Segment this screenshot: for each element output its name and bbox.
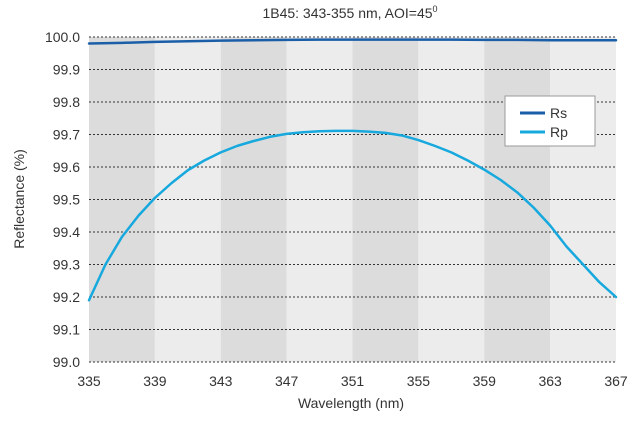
series-line-rp <box>87 129 618 302</box>
x-tick-label-4: 351 <box>341 373 365 389</box>
x-tick-label-1: 339 <box>143 373 167 389</box>
series-layer <box>87 38 618 302</box>
x-tick-label-3: 347 <box>275 373 299 389</box>
background-bands <box>89 37 616 362</box>
chart-title: 1B45: 343-355 nm, AOI=450 <box>262 4 437 21</box>
y-tick-label-10: 100.0 <box>45 29 80 45</box>
y-tick-label-4: 99.4 <box>53 224 80 240</box>
y-tick-label-3: 99.3 <box>53 257 80 273</box>
y-tick-label-0: 99.0 <box>53 354 80 370</box>
y-tick-label-7: 99.7 <box>53 127 80 143</box>
y-tick-label-6: 99.6 <box>53 159 80 175</box>
y-tick-label-8: 99.8 <box>53 94 80 110</box>
legend-box <box>504 95 596 147</box>
y-tick-label-1: 99.1 <box>53 322 80 338</box>
y-axis-label: Reflectance (%) <box>11 149 27 249</box>
y-tick-label-9: 99.9 <box>53 62 80 78</box>
x-tick-label-5: 355 <box>407 373 431 389</box>
legend-label-rp: Rp <box>550 124 568 140</box>
legend-label-rs: Rs <box>550 105 567 121</box>
x-tick-label-2: 343 <box>209 373 233 389</box>
x-axis-ticks: 335 339 343 347 351 355 359 363 367 <box>77 373 628 389</box>
x-tick-label-6: 359 <box>473 373 497 389</box>
x-tick-label-0: 335 <box>77 373 101 389</box>
series-line-rs <box>87 38 618 45</box>
x-tick-label-8: 367 <box>604 373 628 389</box>
x-axis-label: Wavelength (nm) <box>298 395 404 411</box>
legend: Rs Rp <box>504 95 596 147</box>
y-tick-label-5: 99.5 <box>53 192 80 208</box>
x-tick-label-7: 363 <box>538 373 562 389</box>
y-axis-ticks: 99.0 99.1 99.2 99.3 99.4 99.5 99.6 99.7 99.8 99.9… <box>45 29 80 370</box>
y-tick-label-2: 99.2 <box>53 289 80 305</box>
